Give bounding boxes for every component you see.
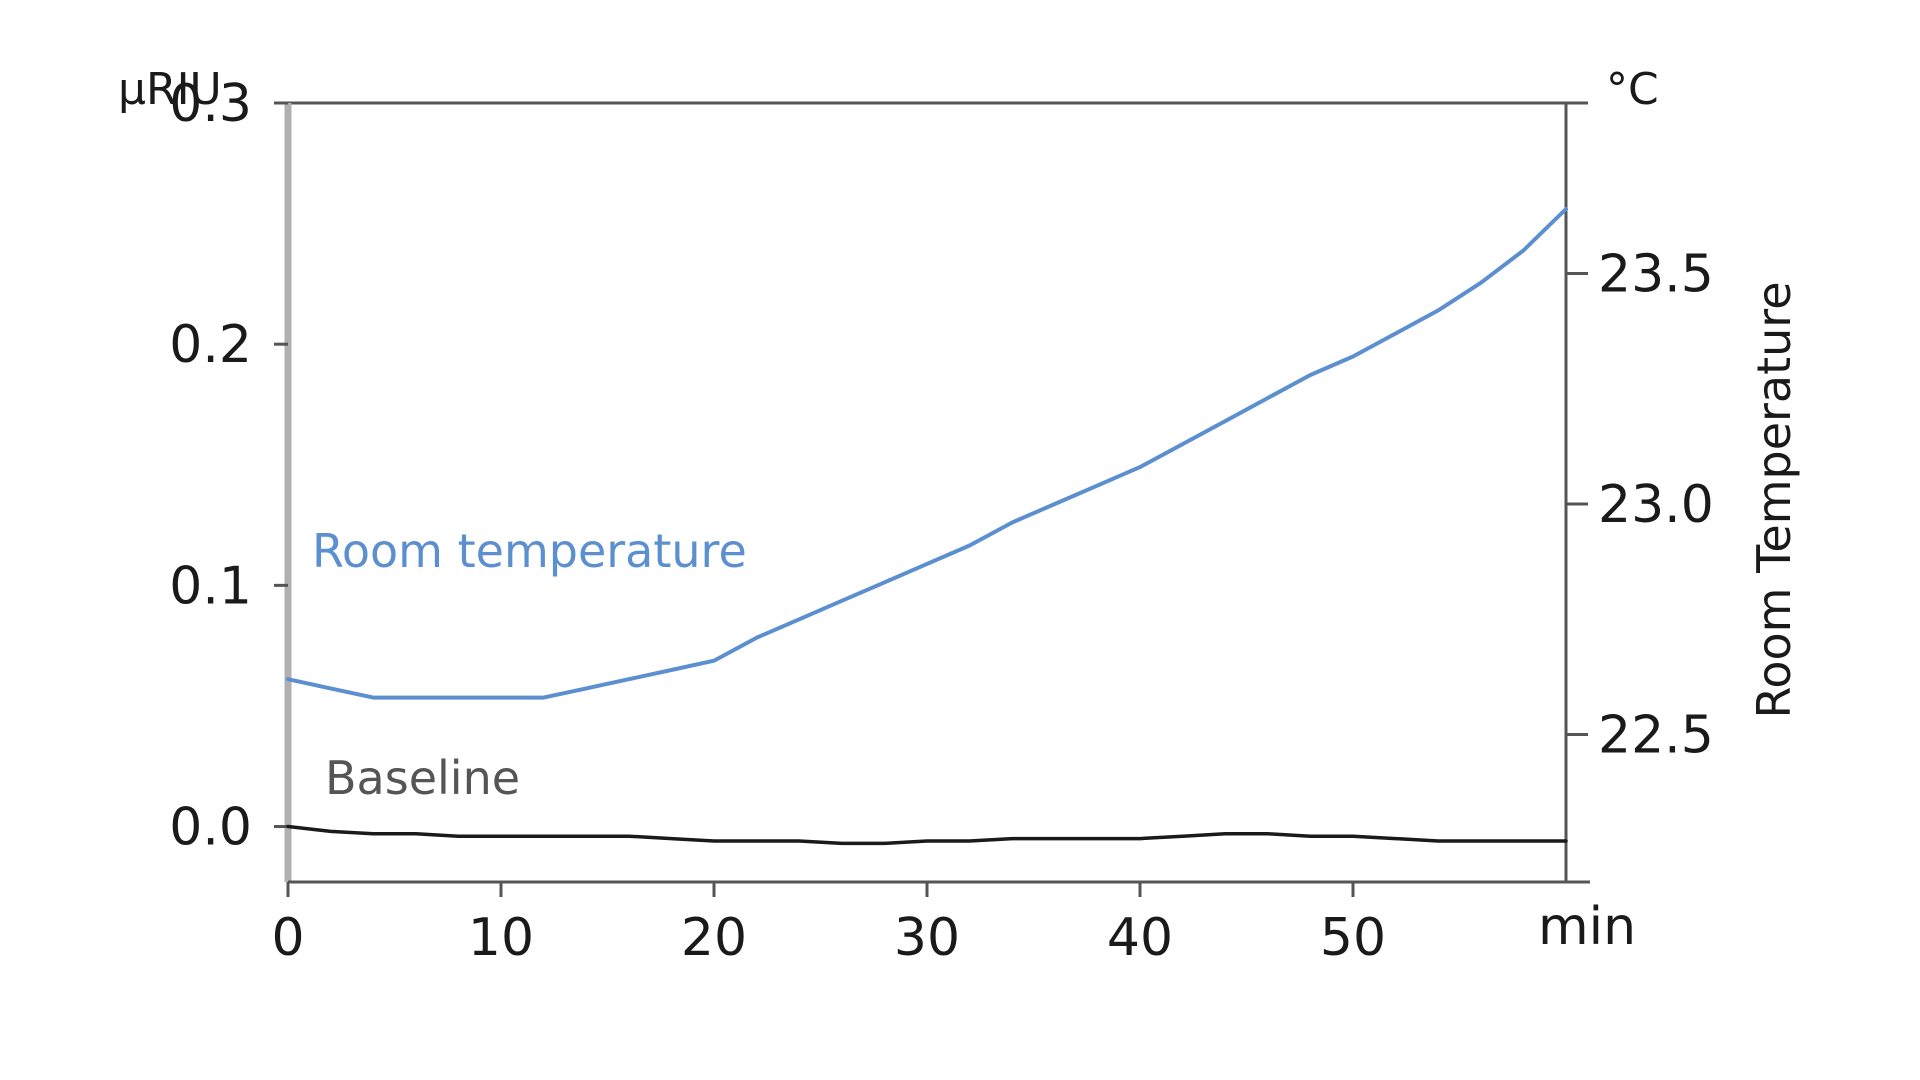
left-y-tick-label: 0.3: [169, 74, 252, 134]
left-y-tick-label: 0.2: [169, 315, 252, 375]
x-axis-ticks: 0 10 20 30 40 50: [271, 882, 1386, 968]
right-y-tick-label: 23.0: [1598, 475, 1714, 535]
x-axis-unit-label: min: [1538, 897, 1636, 957]
x-tick-label: 10: [468, 908, 534, 968]
x-tick-label: 50: [1320, 908, 1386, 968]
right-y-tick-label: 23.5: [1598, 245, 1714, 305]
x-tick-label: 30: [894, 908, 960, 968]
series-layer: [286, 207, 1568, 846]
right-y-axis-unit-label: °C: [1606, 64, 1659, 115]
series-line-baseline: [286, 824, 1568, 846]
series-line-room-temperature: [286, 207, 1568, 700]
series-label-baseline: Baseline: [325, 751, 520, 805]
left-y-axis-ticks: 0.0 0.1 0.2 0.3: [169, 74, 288, 858]
right-y-tick-label: 22.5: [1598, 705, 1714, 765]
left-y-tick-label: 0.0: [169, 798, 252, 858]
right-y-axis-ticks: 22.5 23.0 23.5: [1566, 101, 1714, 765]
left-y-axis-unit-label: µRIU: [118, 64, 222, 115]
x-tick-label: 40: [1107, 908, 1173, 968]
right-y-axis-title: Room Temperature: [1747, 282, 1801, 719]
left-y-tick-label: 0.1: [169, 556, 252, 616]
series-label-room-temperature: Room temperature: [312, 524, 747, 578]
plot-frame: [284, 101, 1590, 884]
x-tick-label: 0: [271, 908, 304, 968]
x-tick-label: 20: [681, 908, 747, 968]
